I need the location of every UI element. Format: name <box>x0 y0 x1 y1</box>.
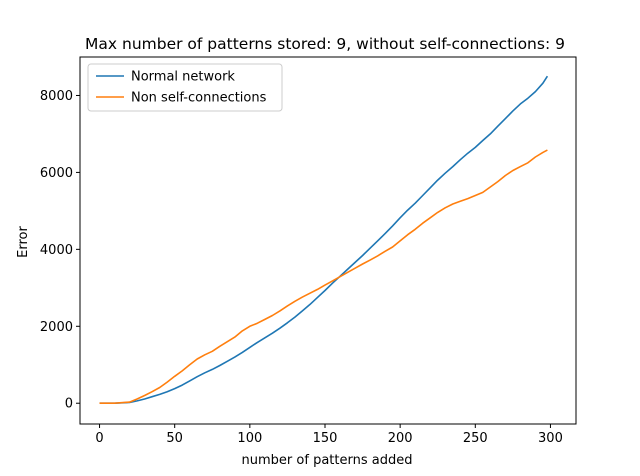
y-tick-label: 2000 <box>40 320 73 335</box>
series-line-1 <box>99 75 549 404</box>
y-tick-label: 0 <box>65 397 73 412</box>
x-axis-label: number of patterns added <box>242 453 413 468</box>
x-tick-label: 250 <box>463 431 488 446</box>
x-tick-label: 100 <box>237 431 262 446</box>
y-tick-label: 4000 <box>40 243 73 258</box>
axis-ticks: 0 50 100 150 200 250 300 0 2000 4000 6000 8000 <box>40 89 563 446</box>
x-tick-label: 0 <box>95 431 103 446</box>
legend-label: Non self-connections <box>131 91 267 106</box>
chart-title: Max number of patterns stored: 9, withou… <box>85 35 565 53</box>
x-tick-label: 300 <box>538 431 563 446</box>
legend: Normal network Non self-connections <box>87 63 283 112</box>
y-tick-label: 6000 <box>40 166 73 181</box>
x-tick-label: 50 <box>166 431 183 446</box>
y-tick-label: 8000 <box>40 89 73 104</box>
x-tick-label: 200 <box>388 431 413 446</box>
plot-area <box>79 56 577 425</box>
legend-box <box>87 63 283 112</box>
series-lines <box>99 75 549 404</box>
series-line-2 <box>99 149 548 404</box>
x-tick-label: 150 <box>313 431 338 446</box>
legend-label: Normal network <box>131 70 235 85</box>
y-axis-label: Error <box>16 226 31 258</box>
